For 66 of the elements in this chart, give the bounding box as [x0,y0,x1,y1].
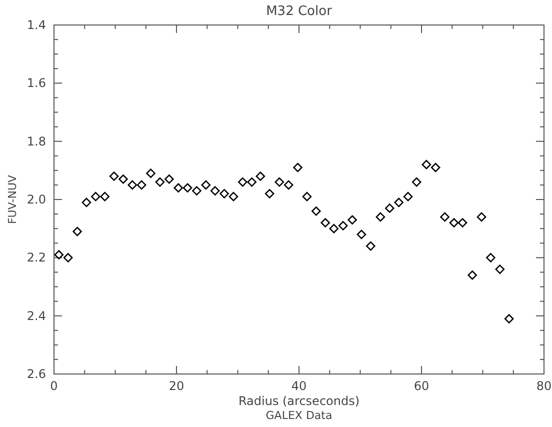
point [146,168,156,178]
point [366,241,376,251]
point [376,212,386,222]
x-tick-label: 0 [50,379,58,393]
x-tick-label: 20 [168,379,184,393]
point [91,192,100,202]
point [302,192,312,202]
text: GALEX Data [266,409,332,422]
point [228,192,238,202]
point [128,180,138,190]
point [264,189,274,198]
point [403,192,413,202]
point [192,186,202,196]
point [210,186,220,196]
x-axis-title: Radius (arcseconds) [238,394,360,408]
point [486,253,496,262]
point [430,162,440,172]
point [220,189,229,198]
point [495,264,505,274]
y-axis-title: FUV-NUV [6,174,19,224]
point [284,180,294,190]
y-tick-label: 1.8 [26,134,46,148]
y-tick-label: 2.6 [26,367,46,381]
point [100,192,110,202]
point [394,198,404,208]
y-tick-label: 2.4 [26,308,46,323]
point [72,226,82,236]
point [155,177,165,187]
point [504,314,514,324]
point [422,160,432,170]
point [54,250,64,260]
point [118,174,128,184]
point [201,180,211,190]
point [82,198,92,208]
point [274,177,284,187]
y-tick-label: 2.2 [26,250,46,265]
point [109,172,119,181]
point [440,212,450,222]
point [468,270,477,280]
x-tick-label: 60 [414,379,430,393]
chart-title: M32 Color [266,4,333,19]
point [320,218,330,228]
point [136,180,146,190]
point [329,224,339,234]
point [338,221,348,230]
point [293,162,302,172]
point [174,183,183,193]
point [356,230,366,240]
y-tick-label: 2.0 [26,192,46,206]
point [247,177,256,187]
point [458,218,468,228]
x-tick-label: 80 [536,379,552,393]
point [312,206,321,216]
point [256,172,266,181]
point [63,253,73,262]
point [182,183,192,193]
point [164,174,174,184]
point [412,177,422,187]
point [238,177,248,187]
point [476,212,486,222]
x-tick-label: 40 [291,379,307,393]
y-tick-label: 1.6 [26,76,46,90]
point [348,215,357,225]
point [385,204,394,213]
y-tick-label: 1.4 [26,18,46,32]
point [449,218,459,228]
